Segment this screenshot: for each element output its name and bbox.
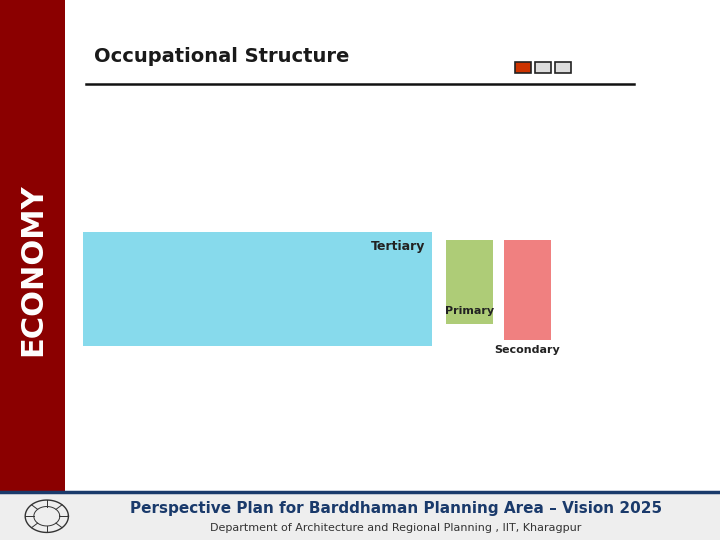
- Bar: [83, 232, 432, 346]
- Bar: [535, 62, 551, 73]
- Text: ECONOMY: ECONOMY: [18, 184, 47, 356]
- Text: Tertiary: Tertiary: [370, 240, 425, 253]
- Text: Occupational Structure: Occupational Structure: [94, 47, 349, 66]
- Text: Perspective Plan for Barddhaman Planning Area – Vision 2025: Perspective Plan for Barddhaman Planning…: [130, 501, 662, 516]
- Text: Primary: Primary: [445, 306, 495, 316]
- Text: Secondary: Secondary: [495, 345, 560, 355]
- Bar: [0, 0, 65, 491]
- Bar: [0, 492, 720, 540]
- Text: Department of Architecture and Regional Planning , IIT, Kharagpur: Department of Architecture and Regional …: [210, 523, 582, 533]
- Bar: [515, 62, 531, 73]
- Bar: [555, 62, 571, 73]
- Bar: [504, 240, 551, 340]
- Bar: [446, 240, 493, 324]
